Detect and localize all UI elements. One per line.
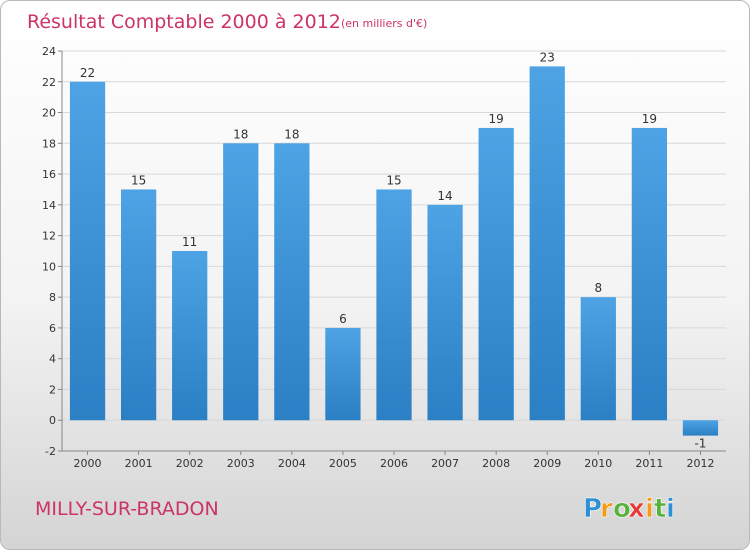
y-tick-label: 22 <box>42 76 56 89</box>
label-layer: 22 15 11 18 18 6 15 14 19 23 8 19 -1 <box>80 50 707 450</box>
bar-2000 <box>69 81 106 421</box>
value-label-2004: 18 <box>284 127 299 141</box>
brand-letter: r <box>600 494 613 524</box>
value-label-2005: 6 <box>339 312 347 326</box>
value-label-2011: 19 <box>642 112 657 126</box>
y-tick-label: 16 <box>42 168 56 181</box>
value-label-2009: 23 <box>540 50 555 64</box>
brand-letter: o <box>613 494 631 524</box>
y-tick-label: 10 <box>42 260 56 273</box>
x-tick-label: 2001 <box>125 457 153 470</box>
x-tick-label: 2004 <box>278 457 306 470</box>
y-tick-label: 20 <box>42 107 56 120</box>
value-label-2006: 15 <box>386 173 401 187</box>
x-tick-label: 2007 <box>431 457 459 470</box>
y-tick-label: 6 <box>49 322 56 335</box>
x-tick-label: 2000 <box>74 457 102 470</box>
brand-letter: t <box>654 494 666 524</box>
y-tick-label: 2 <box>49 383 56 396</box>
proxiti-logo: Pr ox i t i <box>583 494 676 525</box>
x-tick-label: 2003 <box>227 457 255 470</box>
bar-2008 <box>478 127 514 421</box>
bar-2005 <box>325 327 361 421</box>
bar-2001 <box>120 189 157 421</box>
brand-letter: i <box>666 494 675 524</box>
value-label-2002: 11 <box>182 235 197 249</box>
x-tick-label: 2010 <box>584 457 612 470</box>
bar-2006 <box>376 189 412 421</box>
bar-2002 <box>172 251 208 421</box>
bar-layer <box>69 66 719 436</box>
bar-2004 <box>274 143 310 421</box>
brand-letter: P <box>583 494 602 524</box>
bar-2003 <box>223 143 259 421</box>
x-tick-label: 2005 <box>329 457 357 470</box>
y-tick-label: 8 <box>49 291 56 304</box>
bar-2012 <box>682 420 719 436</box>
y-tick-label: 18 <box>42 137 56 150</box>
bar-2007 <box>427 204 463 421</box>
y-tick-label: 24 <box>42 45 56 58</box>
bar-2009 <box>529 66 565 421</box>
brand-letter: i <box>645 494 654 524</box>
x-tick-label: 2002 <box>176 457 204 470</box>
x-tick-label: 2009 <box>533 457 561 470</box>
y-tick-label: 12 <box>42 230 56 243</box>
value-label-2007: 14 <box>437 189 452 203</box>
brand-letter: x <box>628 494 645 524</box>
y-tick-label: 14 <box>42 199 56 212</box>
y-tick-label: 0 <box>49 414 56 427</box>
value-label-2000: 22 <box>80 66 95 80</box>
value-label-2012: -1 <box>694 437 706 451</box>
value-label-2008: 19 <box>489 112 504 126</box>
y-tick-label: 4 <box>49 353 56 366</box>
chart-title: Résultat Comptable 2000 à 2012 <box>27 11 341 33</box>
y-tick-label: -2 <box>45 445 56 458</box>
x-tick-label: 2011 <box>635 457 663 470</box>
x-tick-label: 2006 <box>380 457 408 470</box>
value-label-2010: 8 <box>594 281 602 295</box>
bar-2010 <box>580 297 616 421</box>
chart-subtitle: (en milliers d'€) <box>341 17 427 30</box>
x-tick-label: 2012 <box>686 457 714 470</box>
x-tick-label: 2008 <box>482 457 510 470</box>
bar-2011 <box>631 127 668 421</box>
value-label-2003: 18 <box>233 127 248 141</box>
city-name: MILLY-SUR-BRADON <box>35 498 219 520</box>
value-label-2001: 15 <box>131 173 146 187</box>
